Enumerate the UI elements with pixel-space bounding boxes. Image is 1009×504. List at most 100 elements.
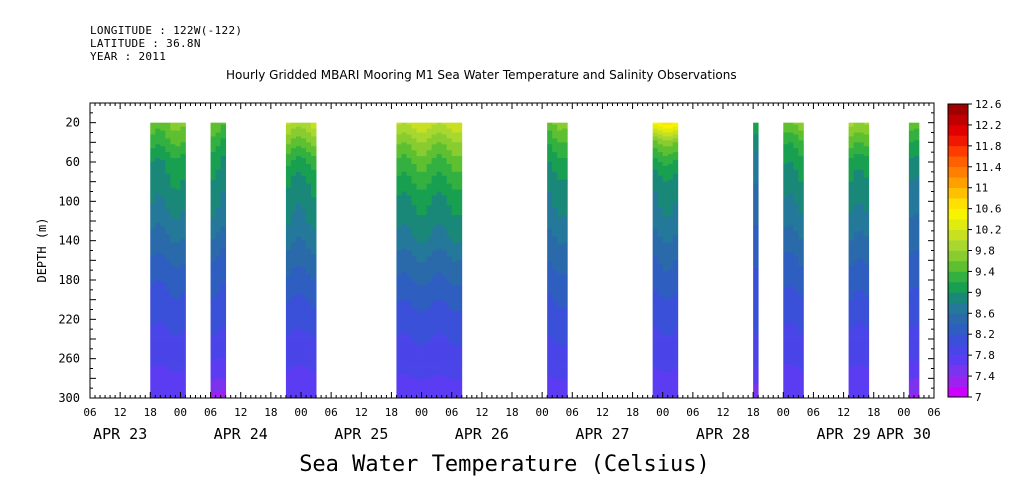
heat-cell: [652, 370, 659, 373]
heat-cell: [306, 283, 312, 287]
heat-cell: [170, 289, 176, 293]
heat-cell: [220, 329, 227, 332]
heat-cell: [652, 244, 659, 247]
heat-cell: [657, 156, 664, 159]
heat-cell: [451, 337, 458, 340]
heat-cell: [431, 146, 438, 149]
heat-cell: [180, 266, 186, 269]
heat-cell: [285, 348, 292, 352]
heat-cell: [557, 205, 563, 208]
heat-cell: [431, 376, 438, 379]
heat-cell: [657, 185, 664, 188]
heat-cell: [451, 374, 458, 377]
heat-cell: [451, 201, 458, 204]
heat-cell: [210, 289, 216, 293]
heat-cell: [652, 327, 659, 330]
heat-cell: [441, 219, 448, 222]
heat-cell: [562, 352, 568, 356]
heat-cell: [451, 140, 458, 143]
heat-cell: [396, 124, 402, 127]
heat-cell: [446, 132, 453, 135]
heat-cell: [657, 268, 664, 271]
heat-cell: [456, 295, 463, 299]
heat-cell: [165, 388, 171, 391]
heat-cell: [451, 313, 458, 316]
heat-cell: [552, 378, 558, 381]
heat-cell: [180, 189, 186, 192]
heat-cell: [170, 201, 176, 204]
heat-cell: [657, 244, 664, 247]
heat-cell: [150, 238, 156, 242]
heat-cell: [426, 234, 433, 238]
heat-cell: [451, 207, 458, 210]
heat-cell: [170, 219, 176, 222]
heat-cell: [165, 283, 171, 287]
heat-cell: [301, 311, 307, 314]
heat-cell: [451, 181, 458, 185]
heat-cell: [401, 342, 407, 346]
heat-cell: [311, 264, 317, 267]
heat-cell: [220, 366, 227, 369]
heat-cell: [160, 386, 166, 389]
heat-cell: [431, 295, 438, 299]
heat-cell: [662, 179, 669, 183]
heat-cell: [406, 128, 412, 131]
heat-cell: [220, 305, 227, 308]
heat-cell: [406, 283, 412, 287]
heat-cell: [456, 350, 463, 354]
heat-cell: [401, 130, 407, 133]
heat-cell: [215, 356, 222, 360]
heat-cell: [416, 264, 422, 267]
heat-cell: [150, 128, 156, 131]
heat-cell: [210, 274, 216, 277]
heat-cell: [411, 370, 417, 373]
heat-cell: [426, 148, 433, 151]
heat-cell: [421, 199, 427, 202]
heat-cell: [290, 384, 297, 387]
heat-cell: [406, 240, 412, 244]
heat-cell: [411, 297, 417, 301]
heat-cell: [416, 201, 422, 204]
heat-cell: [416, 348, 422, 352]
heat-cell: [306, 327, 312, 330]
heat-cell: [180, 138, 186, 141]
heat-cell: [215, 250, 222, 253]
heat-cell: [290, 354, 297, 358]
heat-cell: [652, 268, 659, 271]
heat-cell: [552, 156, 558, 159]
heat-cell: [175, 301, 181, 304]
heat-cell: [547, 169, 553, 173]
heat-cell: [657, 301, 664, 304]
heat-cell: [155, 122, 161, 126]
heat-cell: [290, 262, 297, 265]
heat-cell: [562, 256, 568, 259]
heat-cell: [436, 291, 443, 295]
heat-cell: [285, 197, 292, 200]
heat-cell: [416, 163, 422, 167]
heat-cell: [547, 246, 553, 249]
heat-cell: [421, 142, 427, 145]
heat-cell: [406, 380, 412, 383]
heat-cell: [295, 146, 302, 149]
heat-cell: [220, 374, 227, 377]
heat-cell: [446, 270, 453, 273]
heat-cell: [396, 281, 402, 285]
heat-cell: [160, 248, 166, 251]
heat-cell: [175, 370, 181, 373]
heat-cell: [396, 154, 402, 157]
heat-cell: [285, 226, 292, 230]
heat-cell: [290, 242, 297, 245]
heat-cell: [155, 374, 161, 377]
heat-cell: [295, 169, 302, 173]
heat-cell: [295, 287, 302, 291]
heat-cell: [175, 203, 181, 206]
heat-cell: [155, 268, 161, 271]
heat-cell: [652, 160, 659, 163]
heat-cell: [421, 154, 427, 157]
heat-cell: [170, 378, 176, 381]
heat-cell: [421, 169, 427, 173]
heat-cell: [456, 126, 463, 129]
heat-cell: [441, 327, 448, 330]
heat-cell: [416, 221, 422, 224]
heat-cell: [411, 309, 417, 312]
